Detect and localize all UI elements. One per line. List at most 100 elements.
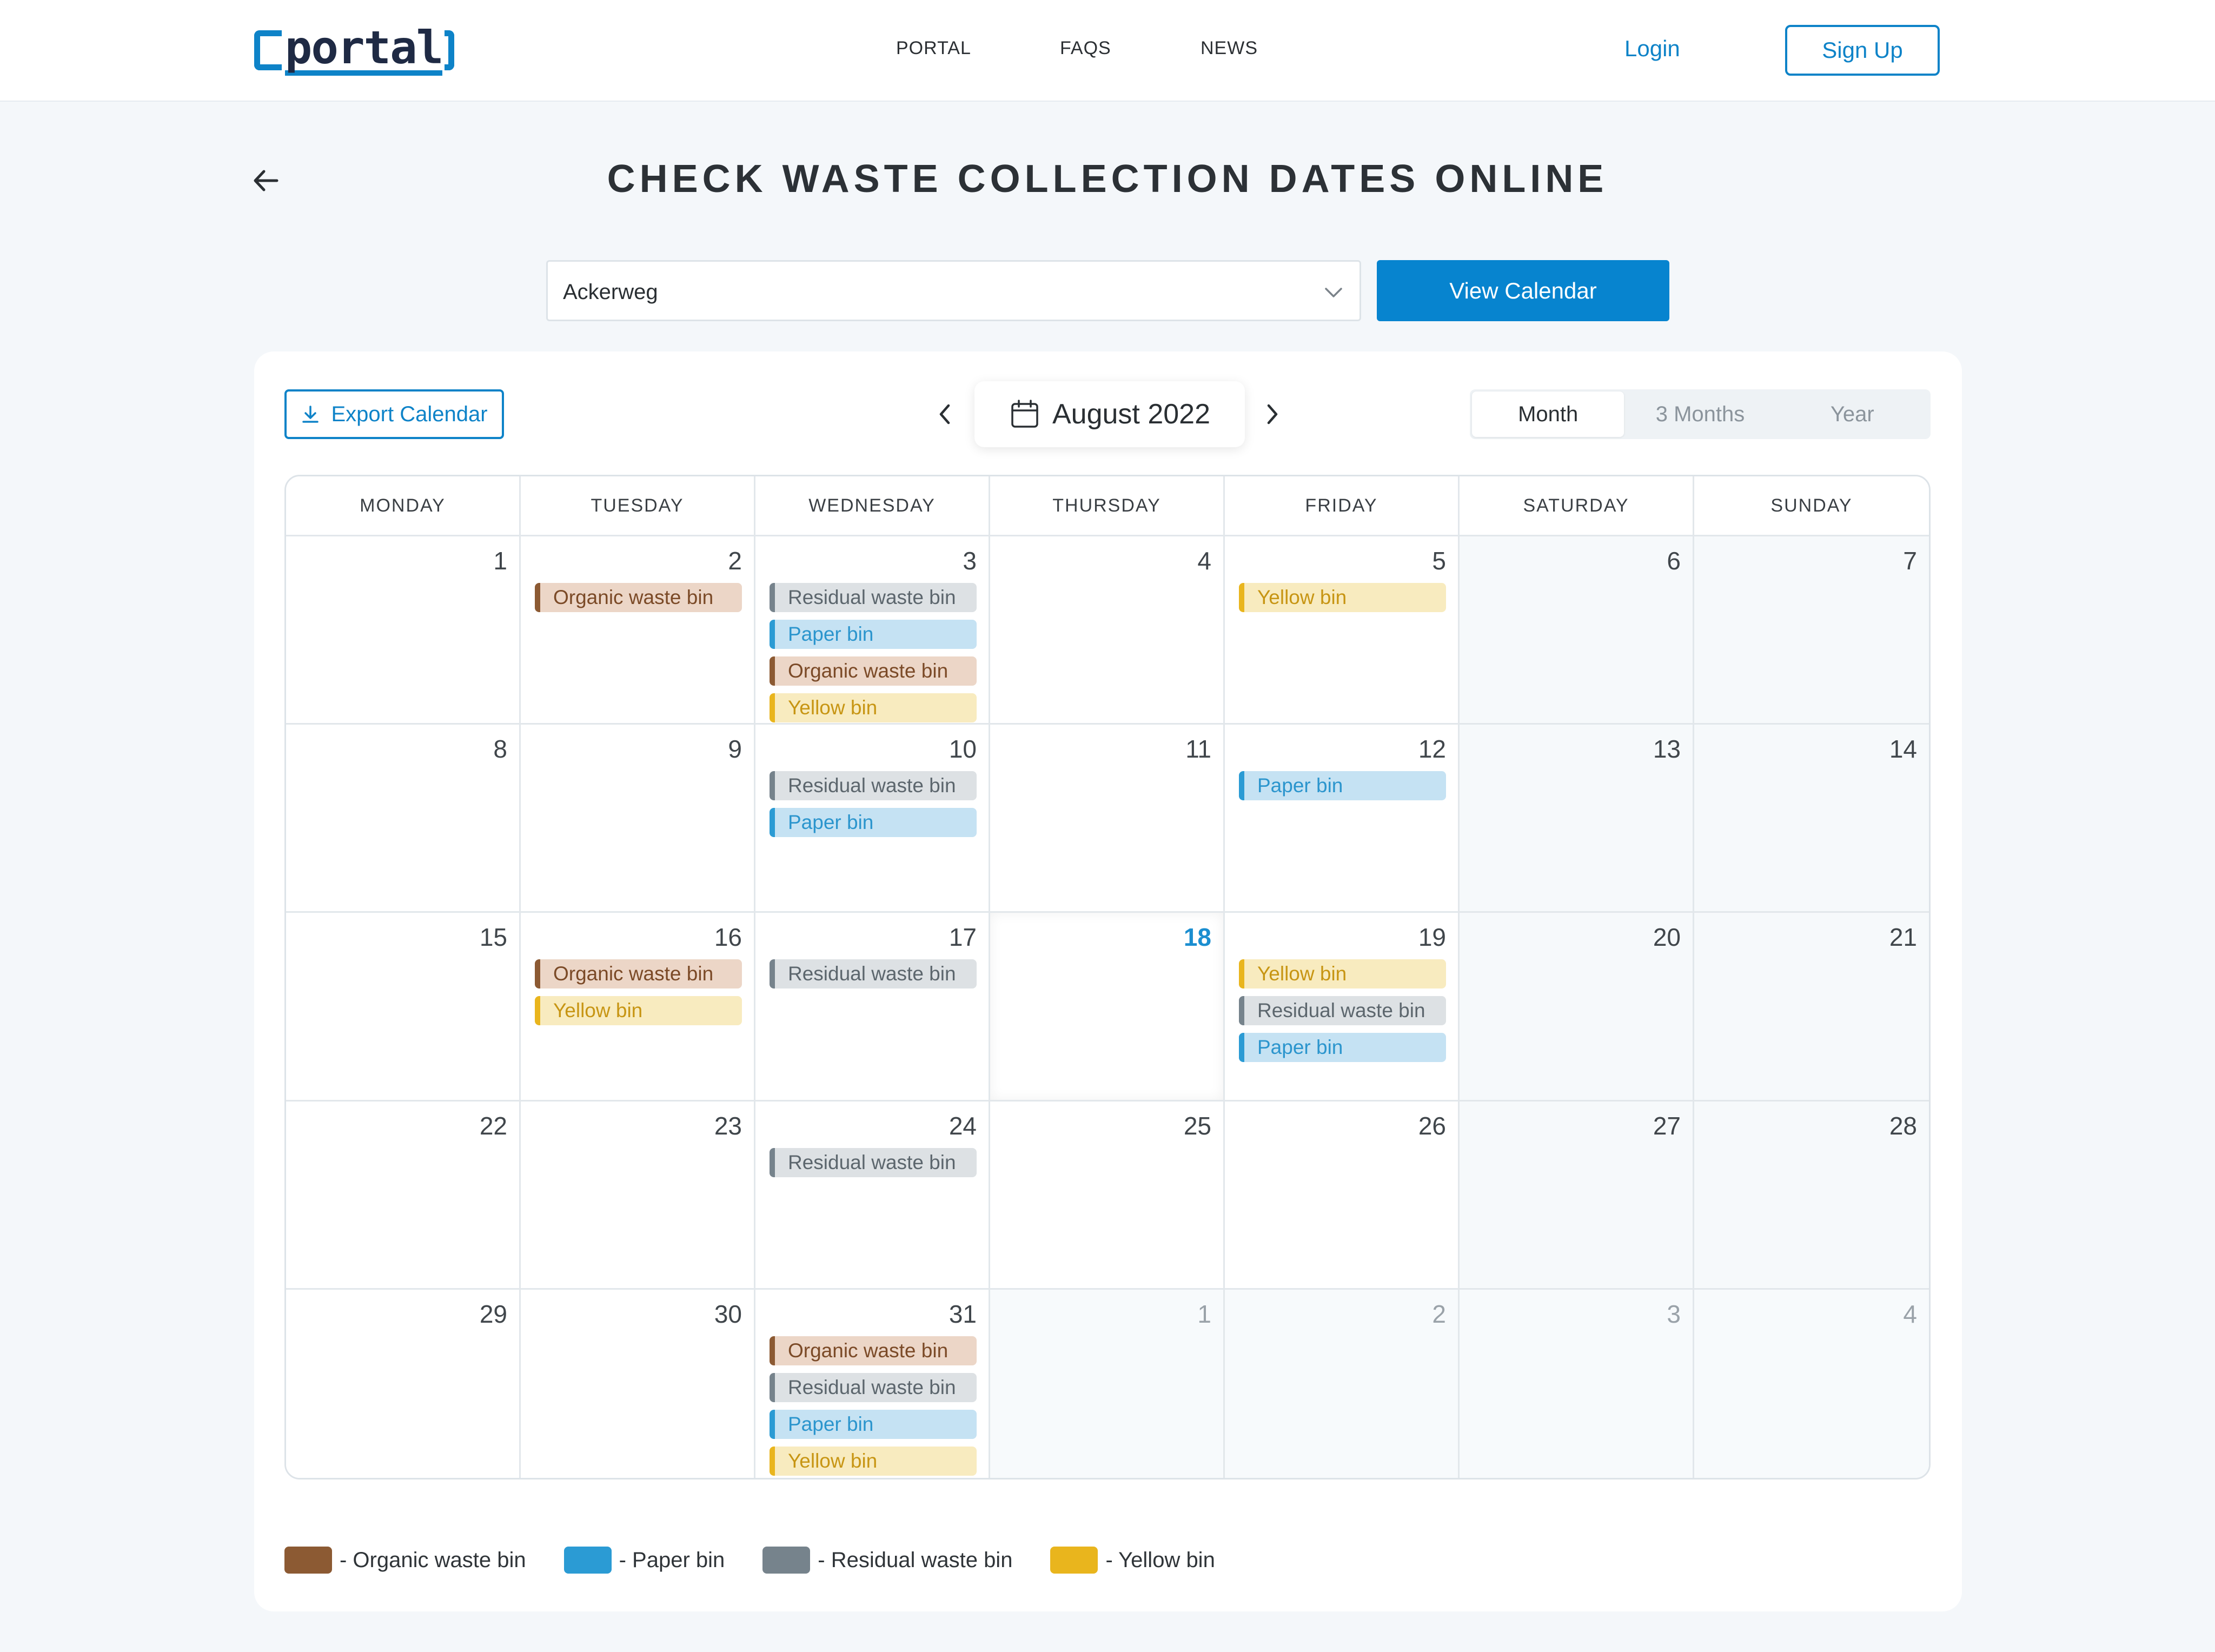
day-cell[interactable]: 27 [1460,1101,1694,1290]
logo-text: portal [284,25,443,76]
day-cell[interactable]: 11 [990,725,1225,913]
event-paper-bin[interactable]: Paper bin [770,808,977,838]
nav-portal[interactable]: PORTAL [896,38,971,58]
day-cell[interactable]: 4 [990,536,1225,725]
event-yellow-bin[interactable]: Yellow bin [535,996,742,1026]
event-organic-bin[interactable]: Organic waste bin [770,656,977,686]
day-cell[interactable]: 19 Yellow bin Residual waste bin Paper bin [1225,913,1460,1102]
day-cell[interactable]: 16 Organic waste bin Yellow bin [521,913,755,1102]
view-calendar-button[interactable]: View Calendar [1377,260,1669,321]
month-picker[interactable]: August 2022 [974,381,1245,447]
day-cell[interactable]: 6 [1460,536,1694,725]
logo-bracket-left [254,30,282,70]
event-yellow-bin[interactable]: Yellow bin [770,1446,977,1476]
logo-bracket-right [445,30,454,70]
day-number: 2 [728,547,742,575]
nav-news[interactable]: NEWS [1201,38,1258,58]
nav-faqs[interactable]: FAQS [1060,38,1111,58]
day-cell[interactable]: 20 [1460,913,1694,1102]
event-organic-bin[interactable]: Organic waste bin [535,583,742,612]
event-paper-bin[interactable]: Paper bin [1239,1033,1446,1063]
day-number: 15 [479,923,507,952]
view-month-tab[interactable]: Month [1472,392,1624,437]
day-cell[interactable]: 28 [1694,1101,1929,1290]
event-residual-bin[interactable]: Residual waste bin [770,1147,977,1177]
event-organic-bin[interactable]: Organic waste bin [770,1336,977,1365]
view-3-months-tab[interactable]: 3 Months [1655,402,1745,426]
weekday-header: SUNDAY [1694,476,1929,536]
day-cell[interactable]: 23 [521,1101,755,1290]
export-calendar-button[interactable]: Export Calendar [284,389,504,439]
back-arrow-icon[interactable] [250,164,282,197]
weekday-header: FRIDAY [1225,476,1460,536]
day-number: 13 [1653,735,1681,764]
legend-label: - Paper bin [619,1548,725,1572]
day-cell[interactable]: 8 [286,725,521,913]
street-select[interactable]: Ackerweg [546,260,1361,321]
day-cell[interactable]: 4 [1694,1289,1929,1478]
event-residual-bin[interactable]: Residual waste bin [770,771,977,801]
day-cell[interactable]: 12 Paper bin [1225,725,1460,913]
day-cell[interactable]: 21 [1694,913,1929,1102]
login-link[interactable]: Login [1624,36,1680,61]
day-cell[interactable]: 2 [1225,1289,1460,1478]
event-residual-bin[interactable]: Residual waste bin [770,1372,977,1402]
bin-legend: - Organic waste bin - Paper bin - Residual… [284,1547,1215,1574]
download-icon [302,406,319,423]
day-number: 9 [728,735,742,764]
day-number: 4 [1197,547,1211,575]
event-yellow-bin[interactable]: Yellow bin [770,693,977,722]
portal-logo[interactable]: portal [254,25,454,76]
legend-swatch [563,1547,612,1574]
event-paper-bin[interactable]: Paper bin [770,620,977,649]
legend-item-residual: - Residual waste bin [762,1547,1012,1574]
legend-swatch [762,1547,811,1574]
event-paper-bin[interactable]: Paper bin [1239,771,1446,801]
day-cell[interactable]: 3 Residual waste bin Paper bin Organic wast… [755,536,990,725]
day-cell[interactable]: 30 [521,1289,755,1478]
day-cell[interactable]: 22 [286,1101,521,1290]
day-cell[interactable]: 1 [990,1289,1225,1478]
day-cell[interactable]: 13 [1460,725,1694,913]
event-residual-bin[interactable]: Residual waste bin [1239,996,1446,1026]
event-organic-bin[interactable]: Organic waste bin [535,959,742,989]
day-cell[interactable]: 10 Residual waste bin Paper bin [755,725,990,913]
event-yellow-bin[interactable]: Yellow bin [1239,583,1446,612]
month-label: August 2022 [1052,399,1211,430]
next-month-icon[interactable] [1258,400,1286,428]
day-number: 24 [949,1111,977,1140]
day-cell[interactable]: 24 Residual waste bin [755,1101,990,1290]
view-toggle: Month 3 Months Year [1470,389,1931,439]
day-cell[interactable]: 25 [990,1101,1225,1290]
event-residual-bin[interactable]: Residual waste bin [770,959,977,989]
day-number: 27 [1653,1111,1681,1140]
day-cell[interactable]: 26 [1225,1101,1460,1290]
day-cell[interactable]: 3 [1460,1289,1694,1478]
event-residual-bin[interactable]: Residual waste bin [770,583,977,612]
view-year-tab[interactable]: Year [1830,402,1874,426]
day-number: 1 [1197,1299,1211,1328]
day-cell[interactable]: 2 Organic waste bin [521,536,755,725]
day-cell[interactable]: 17 Residual waste bin [755,913,990,1102]
day-cell[interactable]: 7 [1694,536,1929,725]
day-cell[interactable]: 14 [1694,725,1929,913]
day-cell[interactable]: 9 [521,725,755,913]
signup-button[interactable]: Sign Up [1785,25,1940,76]
day-number: 3 [963,547,977,575]
prev-month-icon[interactable] [931,400,959,428]
day-cell[interactable]: 18 [990,913,1225,1102]
event-yellow-bin[interactable]: Yellow bin [1239,959,1446,989]
day-cell[interactable]: 15 [286,913,521,1102]
day-number: 29 [479,1299,507,1328]
day-number: 16 [714,923,742,952]
day-number: 12 [1418,735,1446,764]
day-number: 17 [949,923,977,952]
day-cell[interactable]: 31 Organic waste bin Residual waste bin Pap… [755,1289,990,1478]
day-cell[interactable]: 1 [286,536,521,725]
event-paper-bin[interactable]: Paper bin [770,1409,977,1439]
legend-item-paper: - Paper bin [563,1547,725,1574]
day-cell[interactable]: 5 Yellow bin [1225,536,1460,725]
day-cell[interactable]: 29 [286,1289,521,1478]
day-number: 25 [1183,1111,1211,1140]
day-number: 20 [1653,923,1681,952]
